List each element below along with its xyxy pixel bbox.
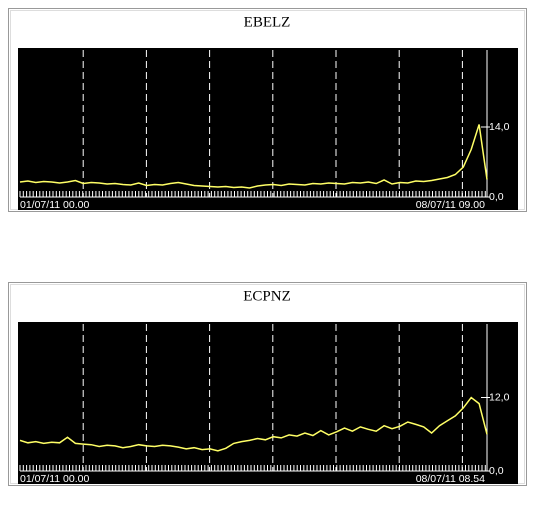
y-tick-label: 0,0 [489,465,504,477]
chart-title: EBELZ [244,14,291,30]
data-line [19,396,488,452]
x-tick-label: 08/07/11 08.54 [416,473,485,485]
chart-title: ECPNZ [243,288,291,304]
x-tick-label: 01/07/11 00.00 [20,199,89,211]
x-tick-label: 01/07/11 00.00 [20,473,89,485]
plot-background [18,322,518,484]
data-line [19,124,488,189]
y-tick-label: 14,0 [489,121,510,133]
x-tick-label: 08/07/11 09.00 [416,199,485,211]
chart-panel: ECPNZ 0,0 12,0 01/07/11 00.00 08/07/11 08.54 [8,282,527,486]
chart-panel: EBELZ 0,0 14,0 01/07/11 00.00 08/07/11 09.00 [8,8,527,212]
y-tick-label: 12,0 [489,391,510,403]
plot-background [18,48,518,210]
y-tick-label: 0,0 [489,191,504,203]
